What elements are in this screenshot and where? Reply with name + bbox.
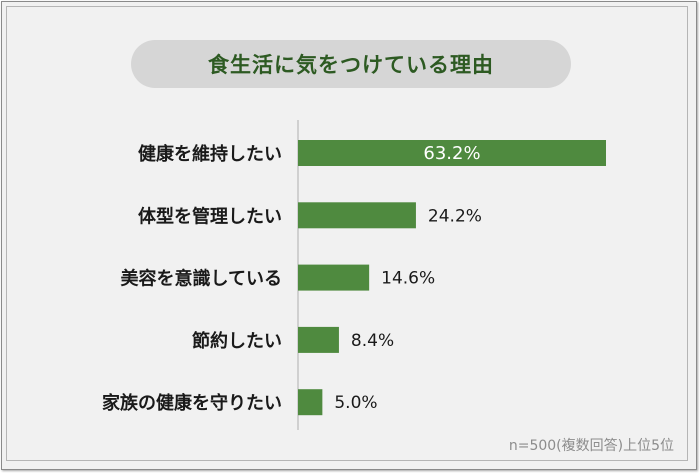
category-label: 美容を意識している xyxy=(121,268,282,290)
category-label: 節約したい xyxy=(192,330,282,352)
sample-note: n=500(複数回答)上位5位 xyxy=(508,438,674,454)
bar xyxy=(298,389,323,416)
category-label: 健康を維持したい xyxy=(138,143,282,165)
chart-title: 食生活に気をつけている理由 xyxy=(208,53,494,77)
title-pill: 食生活に気をつけている理由 xyxy=(131,40,571,88)
value-label: 24.2% xyxy=(428,206,482,226)
category-label: 体型を管理したい xyxy=(138,205,282,227)
value-label: 8.4% xyxy=(351,331,394,351)
bar xyxy=(298,140,606,166)
category-label: 家族の健康を守りたい xyxy=(102,392,282,414)
bar xyxy=(298,326,339,353)
value-label: 5.0% xyxy=(334,393,377,413)
value-label: 14.6% xyxy=(381,269,435,289)
bar xyxy=(298,264,370,291)
value-label: 63.2% xyxy=(423,143,480,164)
bar xyxy=(298,202,416,229)
